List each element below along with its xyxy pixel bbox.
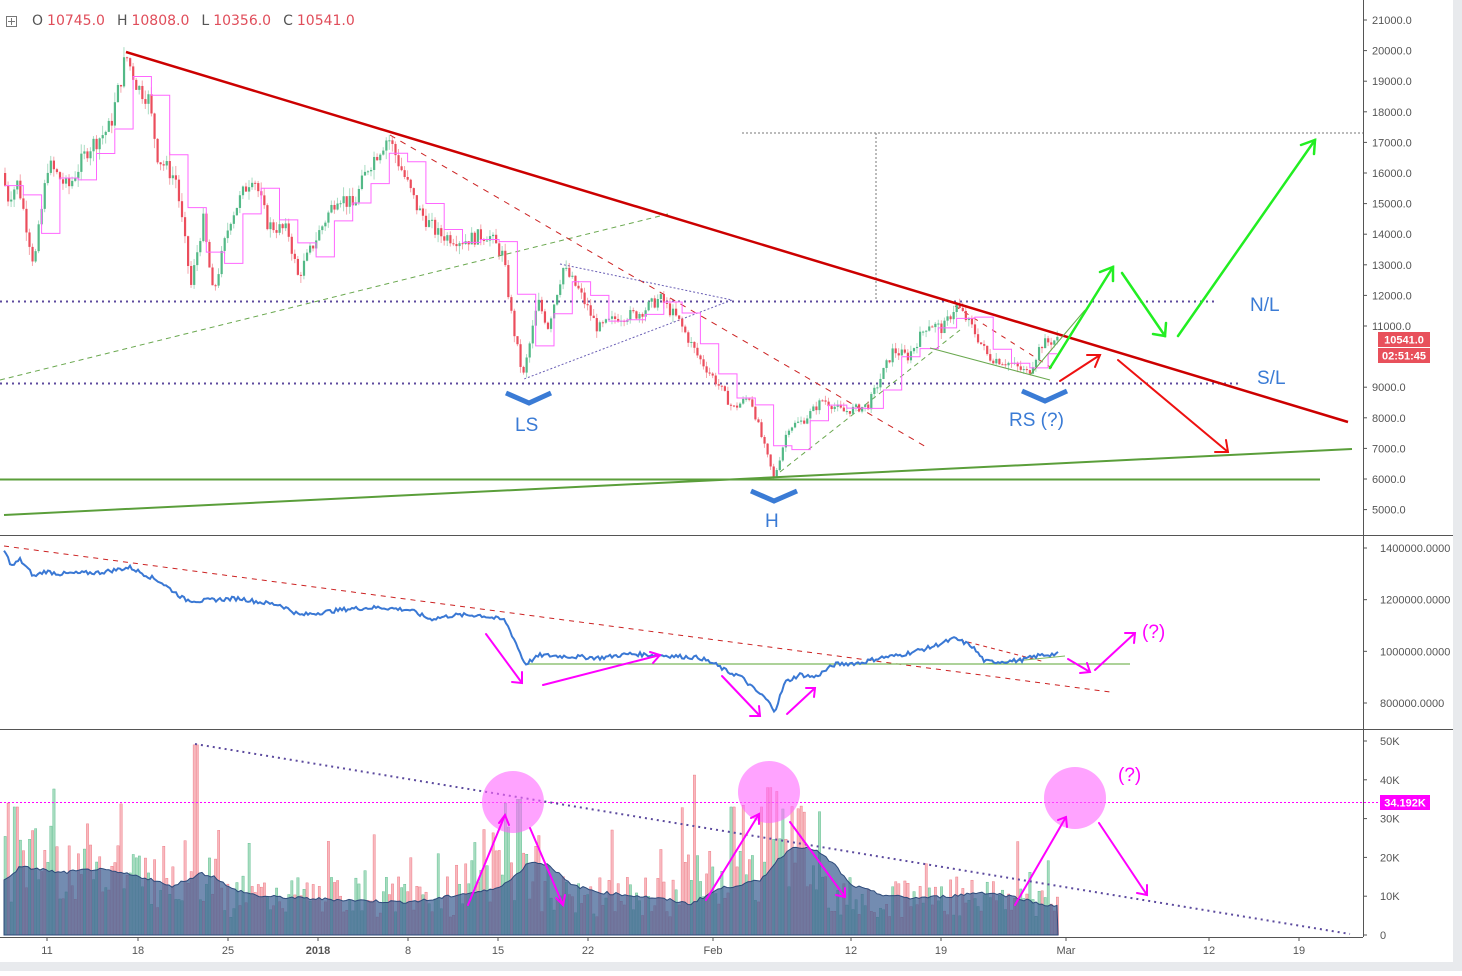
time-tick-label: Mar — [1057, 945, 1076, 957]
time-tick-label: 25 — [222, 945, 234, 957]
last-price-value: 10541.0 — [1384, 335, 1424, 347]
price-axis[interactable]: 21000.0 20000.0 19000.0 18000.0 17000.0 16000… — [1363, 15, 1412, 517]
time-tick-label: 18 — [132, 945, 144, 957]
red-dashed-trendline-2[interactable] — [954, 305, 1056, 371]
indicator-line[interactable] — [3, 550, 1059, 714]
open-value: 10745.0 — [47, 13, 105, 29]
h-label: H — [765, 511, 779, 532]
close-label: C — [283, 13, 293, 29]
time-tick-label: 2018 — [306, 945, 330, 957]
volume-tick-label: 50K — [1380, 736, 1400, 748]
time-tick-label: Feb — [704, 945, 723, 957]
volume-level-badge: 34.192K — [1380, 795, 1430, 810]
volume-axis[interactable]: 50K 40K 30K 20K 10K 0 — [1363, 736, 1400, 942]
indicator-pane[interactable]: (?) — [3, 545, 1165, 717]
price-tick-label: 15000.0 — [1372, 199, 1412, 211]
price-tick-label: 20000.0 — [1372, 46, 1412, 58]
sl-label: S/L — [1257, 368, 1286, 389]
price-tick-label: 17000.0 — [1372, 137, 1412, 149]
volume-ma-area — [3, 846, 1059, 936]
time-tick-label: 12 — [845, 945, 857, 957]
rising-support-line[interactable] — [3, 448, 1353, 516]
price-tick-label: 7000.0 — [1372, 443, 1406, 455]
volume-tick-label: 10K — [1380, 891, 1400, 903]
price-tick-label: 16000.0 — [1372, 168, 1412, 180]
indicator-tick-label: 1400000.0000 — [1380, 543, 1450, 555]
high-value: 10808.0 — [131, 13, 190, 29]
price-tick-label: 18000.0 — [1372, 107, 1412, 119]
indicator-tick-label: 1000000.0000 — [1380, 646, 1450, 658]
time-tick-label: 15 — [492, 945, 504, 957]
main-downtrend-line[interactable] — [125, 50, 1349, 424]
triangle-pattern[interactable] — [523, 263, 734, 380]
volume-highlight-circle-2 — [738, 761, 800, 823]
volume-magenta-arrows[interactable] — [467, 812, 1148, 908]
bear-projection-arrows[interactable] — [1059, 354, 1230, 453]
volume-tick-label: 30K — [1380, 814, 1400, 826]
expand-legend-icon[interactable] — [6, 15, 17, 27]
rising-dashed-line[interactable] — [0, 213, 669, 381]
candle-countdown: 02:51:45 — [1382, 351, 1426, 363]
price-tick-label: 6000.0 — [1372, 474, 1406, 486]
volume-tick-label: 0 — [1380, 930, 1386, 942]
last-price-badge: 10541.0 02:51:45 — [1378, 332, 1430, 363]
indicator-tick-label: 800000.0000 — [1380, 698, 1444, 710]
price-tick-label: 9000.0 — [1372, 382, 1406, 394]
price-tick-label: 19000.0 — [1372, 76, 1412, 88]
candlesticks[interactable] — [4, 47, 1059, 481]
volume-pane[interactable]: (?) — [0, 743, 1378, 936]
time-tick-label: 11 — [41, 945, 52, 957]
indicator-magenta-arrows[interactable] — [485, 632, 1137, 717]
volume-tick-label: 20K — [1380, 852, 1400, 864]
price-tick-label: 21000.0 — [1372, 15, 1412, 27]
close-value: 10541.0 — [296, 13, 355, 29]
volume-highlight-circle-1 — [482, 771, 544, 833]
time-tick-label: 12 — [1203, 945, 1215, 957]
price-tick-label: 12000.0 — [1372, 290, 1412, 302]
open-label: O — [32, 13, 44, 29]
moving-average-step-line[interactable] — [5, 75, 1058, 451]
high-label: H — [116, 13, 128, 29]
price-tick-label: 11000.0 — [1372, 321, 1411, 333]
price-tick-label: 5000.0 — [1372, 505, 1406, 517]
ohlc-legend: O 10745.0 H 10808.0 L 10356.0 C 10541.0 — [6, 13, 355, 29]
price-tick-label: 14000.0 — [1372, 229, 1412, 241]
h-chevron-icon — [750, 488, 798, 504]
time-tick-label: 8 — [405, 945, 411, 957]
time-axis[interactable]: 11 18 25 2018 8 15 22 Feb 12 19 Mar 12 19 — [41, 937, 1305, 957]
indicator-red-dashed-2[interactable] — [959, 639, 1046, 663]
rs-label: RS (?) — [1009, 410, 1064, 431]
price-pane[interactable]: LS H RS (?) N/L S/L — [0, 47, 1363, 532]
indicator-axis[interactable]: 1400000.0000 1200000.0000 1000000.0000 8000… — [1363, 543, 1450, 710]
bottom-scroll-strip[interactable] — [0, 962, 1462, 971]
ls-chevron-icon — [505, 390, 553, 406]
volume-question-label: (?) — [1118, 765, 1141, 786]
low-label: L — [201, 13, 210, 29]
price-tick-label: 8000.0 — [1372, 413, 1406, 425]
ls-label: LS — [515, 415, 538, 436]
right-scroll-strip[interactable] — [1453, 0, 1462, 971]
volume-highlight-circle-3 — [1044, 767, 1106, 829]
red-dashed-trendline[interactable] — [389, 134, 929, 449]
indicator-tick-label: 1200000.0000 — [1380, 595, 1450, 607]
volume-tick-label: 40K — [1380, 775, 1400, 787]
time-tick-label: 19 — [935, 945, 947, 957]
rs-chevron-icon — [1021, 388, 1069, 404]
price-tick-label: 13000.0 — [1372, 260, 1412, 272]
nl-label: N/L — [1250, 295, 1280, 316]
indicator-question-label: (?) — [1142, 622, 1165, 643]
time-tick-label: 22 — [582, 945, 594, 957]
time-tick-label: 19 — [1293, 945, 1305, 957]
rs-wedge-upper[interactable] — [1029, 309, 1086, 376]
low-value: 10356.0 — [213, 13, 272, 29]
bull-projection-arrows[interactable] — [1048, 138, 1317, 370]
volume-level-value: 34.192K — [1384, 798, 1426, 810]
